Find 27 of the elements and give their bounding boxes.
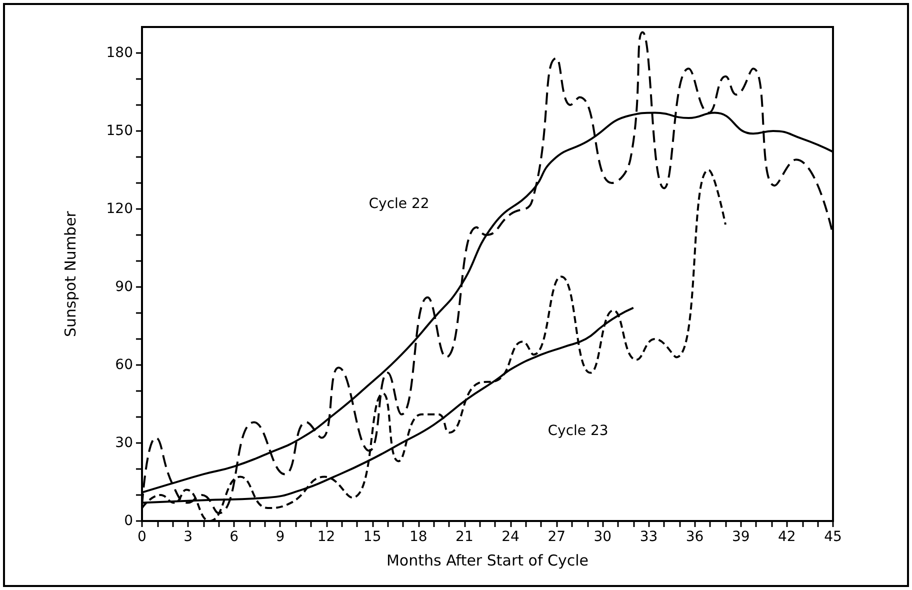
y-tick-label: 180 xyxy=(106,45,133,61)
y-tick-label: 90 xyxy=(115,279,133,295)
x-tick-label: 45 xyxy=(824,529,842,545)
x-tick-label: 24 xyxy=(502,529,520,545)
x-tick-label: 42 xyxy=(778,529,796,545)
x-tick-label: 33 xyxy=(640,529,658,545)
x-tick-label: 6 xyxy=(230,529,239,545)
y-axis-title: Sunspot Number xyxy=(62,210,80,337)
y-tick-label: 0 xyxy=(124,513,133,529)
y-tick-label: 60 xyxy=(115,357,133,373)
y-tick-label: 30 xyxy=(115,435,133,451)
x-tick-label: 12 xyxy=(317,529,336,545)
x-tick-label: 30 xyxy=(594,529,612,545)
x-axis-title: Months After Start of Cycle xyxy=(386,552,589,570)
x-tick-label: 21 xyxy=(456,529,474,545)
annotation: Cycle 23 xyxy=(548,423,608,440)
x-tick-label: 39 xyxy=(732,529,750,545)
y-tick-label: 120 xyxy=(106,201,133,217)
x-tick-label: 0 xyxy=(138,529,146,545)
x-tick-label: 18 xyxy=(409,529,428,545)
y-tick-label: 150 xyxy=(106,123,133,139)
annotation: Cycle 22 xyxy=(368,196,430,212)
x-tick-label: 9 xyxy=(276,529,285,545)
x-tick-label: 3 xyxy=(184,529,193,545)
x-tick-label: 27 xyxy=(548,529,566,545)
x-tick-label: 15 xyxy=(363,529,382,545)
x-tick-label: 36 xyxy=(686,529,704,545)
